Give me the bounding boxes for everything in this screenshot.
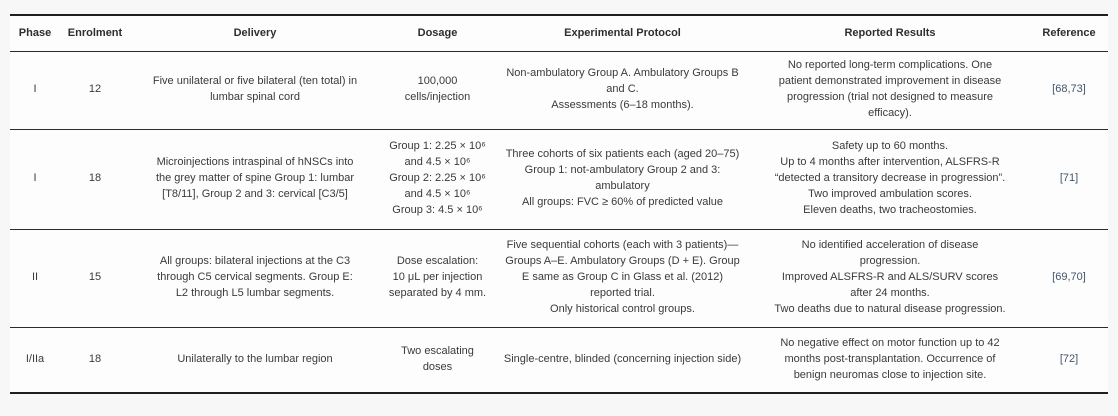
cell-enrolment: 18 [88, 352, 102, 365]
reference-link[interactable]: [72] [1059, 352, 1079, 365]
cell-delivery: Microinjections intraspinal of hNSCs int… [155, 156, 355, 200]
cell-enrolment: 12 [88, 83, 102, 96]
cell-dosage: Group 1: 2.25 × 10⁶ and 4.5 × 10⁶ Group … [389, 140, 486, 216]
cell-reported-results: No negative effect on motor function up … [780, 336, 1000, 381]
cell-experimental-protocol: Non-ambulatory Group A. Ambulatory Group… [506, 67, 739, 111]
col-header-delivery: Delivery [233, 27, 277, 40]
cell-reported-results: Safety up to 60 months. Up to 4 months a… [774, 140, 1006, 216]
col-header-reported-results: Reported Results [844, 27, 936, 40]
cell-experimental-protocol: Five sequential cohorts (each with 3 pat… [505, 239, 740, 315]
cell-delivery: Unilaterally to the lumbar region [177, 352, 333, 365]
reference-link[interactable]: [69,70] [1052, 271, 1086, 284]
cell-dosage: Two escalating doses [401, 344, 474, 373]
col-header-dosage: Dosage [417, 27, 458, 40]
clinical-trials-table: Phase Enrolment Delivery Dosage Experime… [10, 14, 1108, 394]
cell-enrolment: 15 [88, 271, 102, 284]
cell-experimental-protocol: Three cohorts of six patients each (aged… [505, 148, 740, 208]
cell-phase: I [33, 172, 37, 185]
table-row-3: II 15 All groups: bilateral injections a… [10, 229, 1108, 327]
table-row-2: I 18 Microinjections intraspinal of hNSC… [10, 129, 1108, 229]
col-header-experimental-protocol: Experimental Protocol [564, 27, 681, 40]
cell-reported-results: No identified acceleration of disease pr… [774, 239, 1006, 315]
col-header-enrolment: Enrolment [67, 27, 123, 40]
cell-phase: I [33, 83, 37, 96]
clinical-trials-table-container: Phase Enrolment Delivery Dosage Experime… [10, 14, 1108, 394]
table-row-4: I/IIa 18 Unilaterally to the lumbar regi… [10, 327, 1108, 393]
cell-dosage: 100,000 cells/injection [404, 75, 471, 103]
col-header-reference: Reference [1042, 27, 1096, 40]
header-row: Phase Enrolment Delivery Dosage Experime… [10, 15, 1108, 51]
cell-experimental-protocol: Single-centre, blinded (concerning injec… [503, 352, 742, 365]
col-header-phase: Phase [18, 27, 52, 40]
table-row-1: I 12 Five unilateral or five bilateral (… [10, 51, 1108, 129]
cell-dosage: Dose escalation: 10 μL per injection sep… [388, 255, 487, 299]
cell-reported-results: No reported long-term complications. One… [778, 59, 1002, 119]
cell-delivery: All groups: bilateral injections at the … [157, 255, 353, 299]
cell-phase: II [31, 271, 39, 284]
reference-link[interactable]: [68,73] [1052, 83, 1086, 96]
cell-phase: I/IIa [25, 352, 45, 365]
cell-enrolment: 18 [88, 172, 102, 185]
cell-delivery: Five unilateral or five bilateral (ten t… [152, 75, 358, 103]
reference-link[interactable]: [71] [1059, 172, 1079, 185]
